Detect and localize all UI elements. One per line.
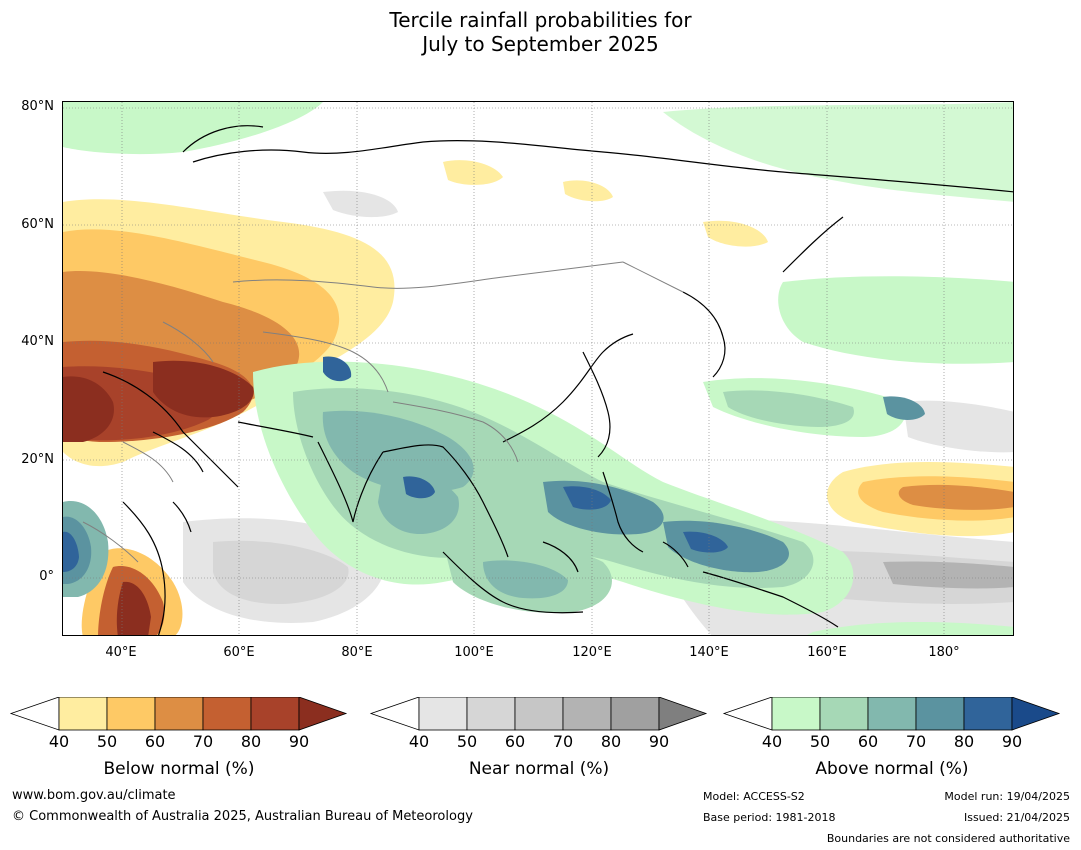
below-normal-tick-label: 40 (48, 732, 70, 751)
above-normal-tick-label: 80 (953, 732, 975, 751)
lon-label-160e: 160°E (807, 645, 847, 660)
below-normal-tick-label: 80 (240, 732, 262, 751)
below-normal-colorbar-bin (202, 697, 252, 731)
lon-label-100e: 100°E (454, 645, 494, 660)
issued-date: Issued: 21/04/2025 (963, 811, 1070, 824)
above-normal-tick-label: 90 (1001, 732, 1023, 751)
copyright-text: © Commonwealth of Australia 2025, Austra… (12, 809, 473, 824)
below-normal-colorbar-bin (154, 697, 204, 731)
above-normal-tick-label: 50 (809, 732, 831, 751)
above-normal-tick-label: 60 (857, 732, 879, 751)
above-normal-tick-label: 40 (761, 732, 783, 751)
below-normal-colorbar-bin (58, 697, 108, 731)
above-normal-colorbar-bin (915, 697, 965, 731)
above-normal-colorbar-low-arrow (722, 697, 773, 731)
near-normal-colorbar-bin (514, 697, 564, 731)
lon-label-60e: 60°E (223, 645, 255, 660)
lon-label-120e: 120°E (572, 645, 612, 660)
model-run-date: Model run: 19/04/2025 (944, 790, 1070, 803)
lat-label-20n: 20°N (21, 452, 54, 467)
near-normal-tick-label: 40 (408, 732, 430, 751)
colorbar-svg (9, 697, 1061, 731)
below-normal-tick-label: 60 (144, 732, 166, 751)
near-normal-colorbar-bin (562, 697, 612, 731)
lat-label-40n: 40°N (21, 334, 54, 349)
below-normal-tick-label: 70 (192, 732, 214, 751)
coastlines (102, 125, 1013, 635)
above-normal-tick-label: 70 (905, 732, 927, 751)
below-normal-colorbar-high-arrow (298, 697, 348, 731)
below-normal-colorbar-bin (106, 697, 156, 731)
above-normal-colorbar-bin (771, 697, 821, 731)
lat-label-0: 0° (39, 569, 54, 584)
near-normal-tick-label: 60 (504, 732, 526, 751)
boundaries-disclaimer: Boundaries are not considered authoritat… (826, 832, 1070, 845)
above-normal-colorbar-high-arrow (1011, 697, 1061, 731)
chart-title: Tercile rainfall probabilities for July … (0, 8, 1081, 56)
lon-label-180: 180° (928, 645, 960, 660)
country-borders (82, 261, 684, 563)
near-normal-colorbar-high-arrow (658, 697, 708, 731)
below-normal-tick-label: 90 (288, 732, 310, 751)
near-normal-colorbar-low-arrow (369, 697, 420, 731)
below-normal-tick-label: 50 (96, 732, 118, 751)
above-normal-colorbar-bin (963, 697, 1013, 731)
near-normal-tick-label: 70 (552, 732, 574, 751)
rainfall-probability-map (62, 101, 1014, 636)
website-link[interactable]: www.bom.gov.au/climate (12, 788, 176, 803)
model-name: Model: ACCESS-S2 (703, 790, 805, 803)
near-normal-tick-label: 90 (648, 732, 670, 751)
near-normal-colorbar-bin (418, 697, 468, 731)
near-normal-tick-label: 50 (456, 732, 478, 751)
above-normal-colorbar-bin (867, 697, 917, 731)
near-normal-colorbar-title: Near normal (%) (468, 759, 610, 779)
near-normal-colorbar-bin (466, 697, 516, 731)
map-canvas (63, 102, 1013, 635)
lon-label-140e: 140°E (689, 645, 729, 660)
near-normal-tick-label: 80 (600, 732, 622, 751)
above-normal-colorbar-bin (819, 697, 869, 731)
base-period: Base period: 1981-2018 (703, 811, 836, 824)
below-normal-colorbar-bin (250, 697, 300, 731)
below-normal-colorbar-low-arrow (9, 697, 60, 731)
lat-label-80n: 80°N (21, 99, 54, 114)
below-normal-colorbar-title: Below normal (%) (103, 759, 255, 779)
above-normal-regions (63, 102, 1013, 635)
above-normal-colorbar-title: Above normal (%) (815, 759, 969, 779)
lon-label-40e: 40°E (105, 645, 137, 660)
lon-label-80e: 80°E (341, 645, 373, 660)
gridlines (63, 102, 1013, 635)
near-normal-colorbar-bin (610, 697, 660, 731)
title-line-1: Tercile rainfall probabilities for (389, 8, 692, 32)
lat-label-60n: 60°N (21, 217, 54, 232)
title-line-2: July to September 2025 (422, 32, 659, 56)
